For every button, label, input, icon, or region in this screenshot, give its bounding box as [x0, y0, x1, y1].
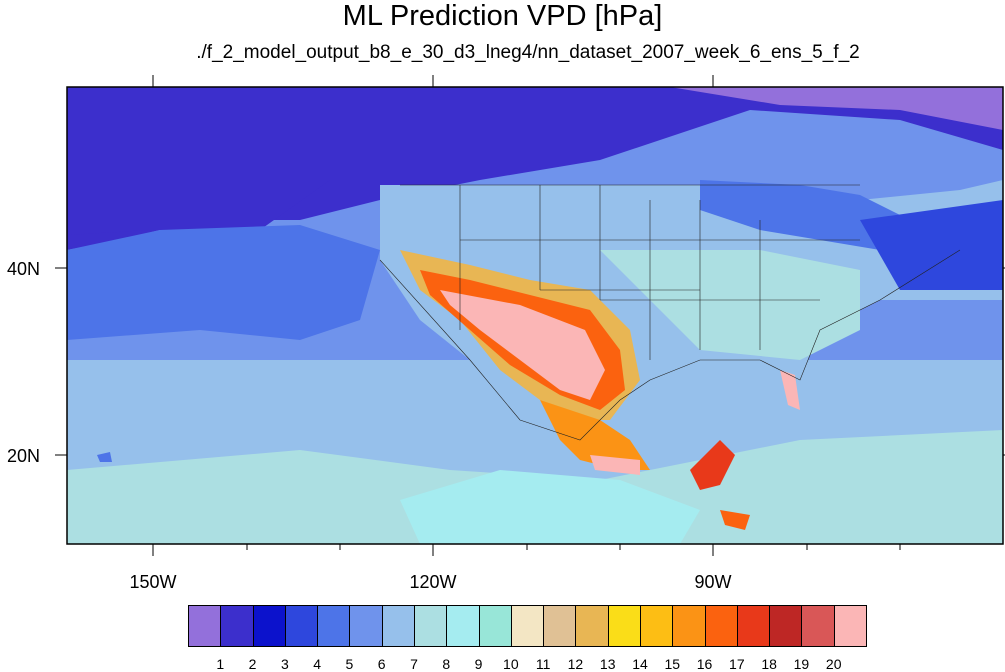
colorbar-swatch [607, 605, 641, 647]
boundaries [379, 184, 961, 441]
map-field [67, 87, 1003, 544]
colorbar-swatch [543, 605, 577, 647]
colorbar-swatch [252, 605, 286, 647]
colorbar-swatch [769, 605, 803, 647]
colorbar-label: 8 [442, 656, 451, 672]
colorbar-label: 16 [696, 656, 713, 672]
colorbar [188, 605, 867, 647]
colorbar-label: 9 [474, 656, 483, 672]
colorbar-label: 6 [377, 656, 386, 672]
colorbar-swatch [446, 605, 480, 647]
colorbar-label: 1 [216, 656, 225, 672]
colorbar-label: 4 [313, 656, 322, 672]
colorbar-label: 2 [248, 656, 257, 672]
colorbar-swatch [833, 605, 867, 647]
colorbar-label: 12 [567, 656, 584, 672]
colorbar-swatch [188, 605, 222, 647]
colorbar-label: 19 [793, 656, 810, 672]
map-border [66, 86, 1004, 545]
gulf-of-alaska [67, 87, 330, 235]
mexico-south [590, 455, 640, 475]
colorbar-label: 10 [503, 656, 519, 672]
mid-pacific-band [67, 225, 380, 340]
colorbar-label: 13 [599, 656, 616, 672]
colorbar-swatch [510, 605, 545, 647]
land-east-us [600, 250, 860, 360]
colorbar-label: 14 [632, 656, 648, 672]
map-title: ML Prediction VPD [hPa] [342, 0, 663, 32]
florida-spot [780, 370, 800, 410]
colorbar-label: 17 [729, 656, 745, 672]
colorbar-swatch [284, 605, 319, 647]
colorbar-swatch [220, 605, 254, 647]
central-america-south [720, 510, 750, 530]
great-lakes-region [700, 180, 900, 250]
colorbar-swatch [801, 605, 835, 647]
colorbar-swatch [381, 605, 415, 647]
colorbar-swatch [478, 605, 512, 647]
colorbar-swatch [414, 605, 448, 647]
lon-label-150w: 150W [129, 572, 177, 592]
colorbar-swatch [317, 605, 351, 647]
lat-label-20n: 20N [6, 446, 40, 466]
arctic-purple [670, 87, 1003, 130]
colorbar-label: 18 [761, 656, 777, 672]
colorbar-swatch [704, 605, 738, 647]
colorbar-swatch [736, 605, 771, 647]
colorbar-swatch [575, 605, 609, 647]
colorbar-swatch [349, 605, 383, 647]
colorbar-label: 15 [664, 656, 681, 672]
lon-label-120w: 120W [409, 572, 457, 592]
colorbar-label: 20 [825, 656, 842, 672]
lat-label-40n: 40N [6, 259, 40, 279]
atlantic-nw [860, 200, 1003, 290]
colorbar-swatch [672, 605, 706, 647]
mexico-central [540, 400, 650, 470]
southwest-max [440, 290, 605, 400]
map-subtitle: ./f_2_model_output_b8_e_30_d3_lneg4/nn_d… [196, 42, 860, 63]
lon-label-90w: 90W [694, 572, 732, 592]
colorbar-label: 5 [345, 656, 354, 672]
colorbar-label: 11 [535, 656, 551, 672]
hawaii-spot [97, 452, 112, 462]
colorbar-label: 3 [280, 656, 289, 672]
tropical-cyan [400, 470, 700, 544]
axis-ticks [55, 75, 1005, 556]
colorbar-label: 7 [410, 656, 418, 672]
central-america-hot [690, 440, 735, 490]
colorbar-swatch [640, 605, 674, 647]
